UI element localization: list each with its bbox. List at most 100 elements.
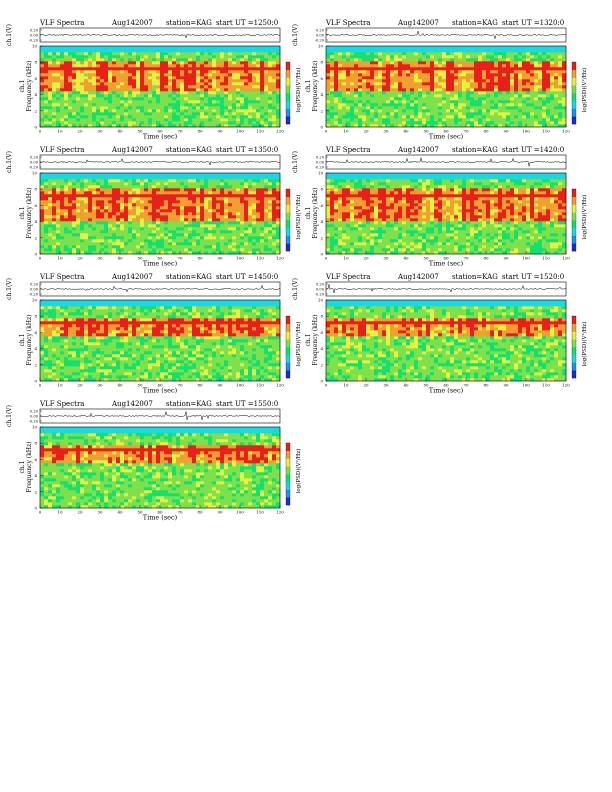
spectrogram-cell xyxy=(96,179,101,183)
spectrogram-cell xyxy=(100,200,105,204)
spectrogram-cell xyxy=(44,200,49,204)
spectrogram-cell xyxy=(68,52,73,56)
spectrogram-cell xyxy=(200,173,205,177)
spectrogram-cell xyxy=(144,52,149,56)
spectrogram-cell xyxy=(144,70,149,74)
spectrogram-cell xyxy=(232,215,237,219)
spectrogram-cell xyxy=(68,224,73,228)
spectrogram-cell xyxy=(542,82,547,86)
spectrogram-cell xyxy=(252,248,257,252)
spectrogram-cell xyxy=(160,115,165,119)
spectrogram-cell xyxy=(88,224,93,228)
spectrogram-cell xyxy=(232,248,237,252)
spectrogram-cell xyxy=(272,251,277,255)
spectrogram-cells xyxy=(40,173,281,255)
spectrogram-cell xyxy=(216,91,221,95)
spectrogram-cell xyxy=(514,91,519,95)
channel-label: ch.1 xyxy=(19,80,26,93)
spectrogram-cell xyxy=(276,124,281,128)
spectrogram-cell xyxy=(370,73,375,77)
spectrogram-cell xyxy=(466,100,471,104)
spectrogram-cell xyxy=(144,88,149,92)
spectrogram-cell xyxy=(490,103,495,107)
spectrogram-cell xyxy=(362,85,367,89)
spectrogram-cell xyxy=(176,245,181,249)
spectrogram-cell xyxy=(144,227,149,231)
spectrogram-cell xyxy=(212,194,217,198)
spectrogram-cell xyxy=(140,191,145,195)
spectrogram-cell xyxy=(152,221,157,225)
spectrogram-cell xyxy=(84,248,89,252)
spectrogram-cell xyxy=(434,49,439,53)
spectrogram-cell xyxy=(458,88,463,92)
spectrogram-cell xyxy=(494,64,499,68)
spectrogram-cell xyxy=(358,100,363,104)
spectrogram-cell xyxy=(56,176,61,180)
spectrogram-cell xyxy=(204,49,209,53)
spectrogram-cell xyxy=(414,88,419,92)
spectrogram-cell xyxy=(188,173,193,177)
spectrogram-cell xyxy=(414,115,419,119)
spectrogram-cell xyxy=(100,100,105,104)
spectrogram-cell xyxy=(192,121,197,125)
spectrogram-cell xyxy=(192,236,197,240)
spectrogram-cell xyxy=(52,191,57,195)
spectrogram-cell xyxy=(494,67,499,71)
waveform-tick-label: 0.00 xyxy=(30,34,39,38)
spectrogram-cell xyxy=(330,73,335,77)
spectrogram-cell xyxy=(148,215,153,219)
spectrogram-cell xyxy=(52,185,57,189)
spectrogram-cell xyxy=(56,242,61,246)
spectrogram-cell xyxy=(128,215,133,219)
spectrogram-cell xyxy=(252,239,257,243)
spectrogram-cell xyxy=(454,103,459,107)
spectrogram-cell xyxy=(406,85,411,89)
spectrogram-cell xyxy=(366,46,371,50)
spectrogram-cell xyxy=(160,179,165,183)
spectrogram-cell xyxy=(236,70,241,74)
spectrogram-cell xyxy=(124,103,129,107)
spectrogram-cell xyxy=(164,124,169,128)
spectrogram-cell xyxy=(232,46,237,50)
spectrogram-cell xyxy=(220,46,225,50)
spectrogram-cell xyxy=(192,109,197,113)
spectrogram-cell xyxy=(224,236,229,240)
spectrogram-cell xyxy=(350,100,355,104)
spectrogram-cell xyxy=(92,176,97,180)
spectrogram-cell xyxy=(562,115,567,119)
spectrogram-cell xyxy=(64,245,69,249)
spectrogram-cell xyxy=(88,118,93,122)
spectrogram-cell xyxy=(362,112,367,116)
spectrogram-cell xyxy=(378,61,383,65)
spectrogram-cell xyxy=(418,97,423,101)
spectrogram-cell xyxy=(506,58,511,62)
spectrogram-cell xyxy=(184,242,189,246)
spectrogram-cell xyxy=(228,121,233,125)
spectrogram-cell xyxy=(256,49,261,53)
x-tick-label: 90 xyxy=(217,129,223,134)
spectrogram-cell xyxy=(530,55,535,59)
spectrogram-cell xyxy=(374,118,379,122)
spectrogram-cell xyxy=(446,64,451,68)
spectrogram-cell xyxy=(108,203,113,207)
spectrogram-cell xyxy=(68,118,73,122)
spectrogram-cell xyxy=(88,197,93,201)
spectrogram-cell xyxy=(76,221,81,225)
spectrogram-cell xyxy=(104,224,109,228)
spectrogram-cell xyxy=(220,61,225,65)
spectrogram-cell xyxy=(434,52,439,56)
spectrogram-cell xyxy=(104,52,109,56)
spectrogram-cell xyxy=(330,94,335,98)
spectrogram-cell xyxy=(200,121,205,125)
spectrogram-cell xyxy=(426,73,431,77)
spectrogram-cell xyxy=(172,224,177,228)
spectrogram-cell xyxy=(120,124,125,128)
spectrogram-cell xyxy=(132,233,137,237)
spectrogram-cell xyxy=(542,70,547,74)
spectrogram-cell xyxy=(216,173,221,177)
spectrogram-cell xyxy=(394,106,399,110)
spectrogram-cell xyxy=(430,100,435,104)
spectrogram-cell xyxy=(220,224,225,228)
spectrogram-cell xyxy=(200,194,205,198)
spectrogram-cell xyxy=(422,109,427,113)
